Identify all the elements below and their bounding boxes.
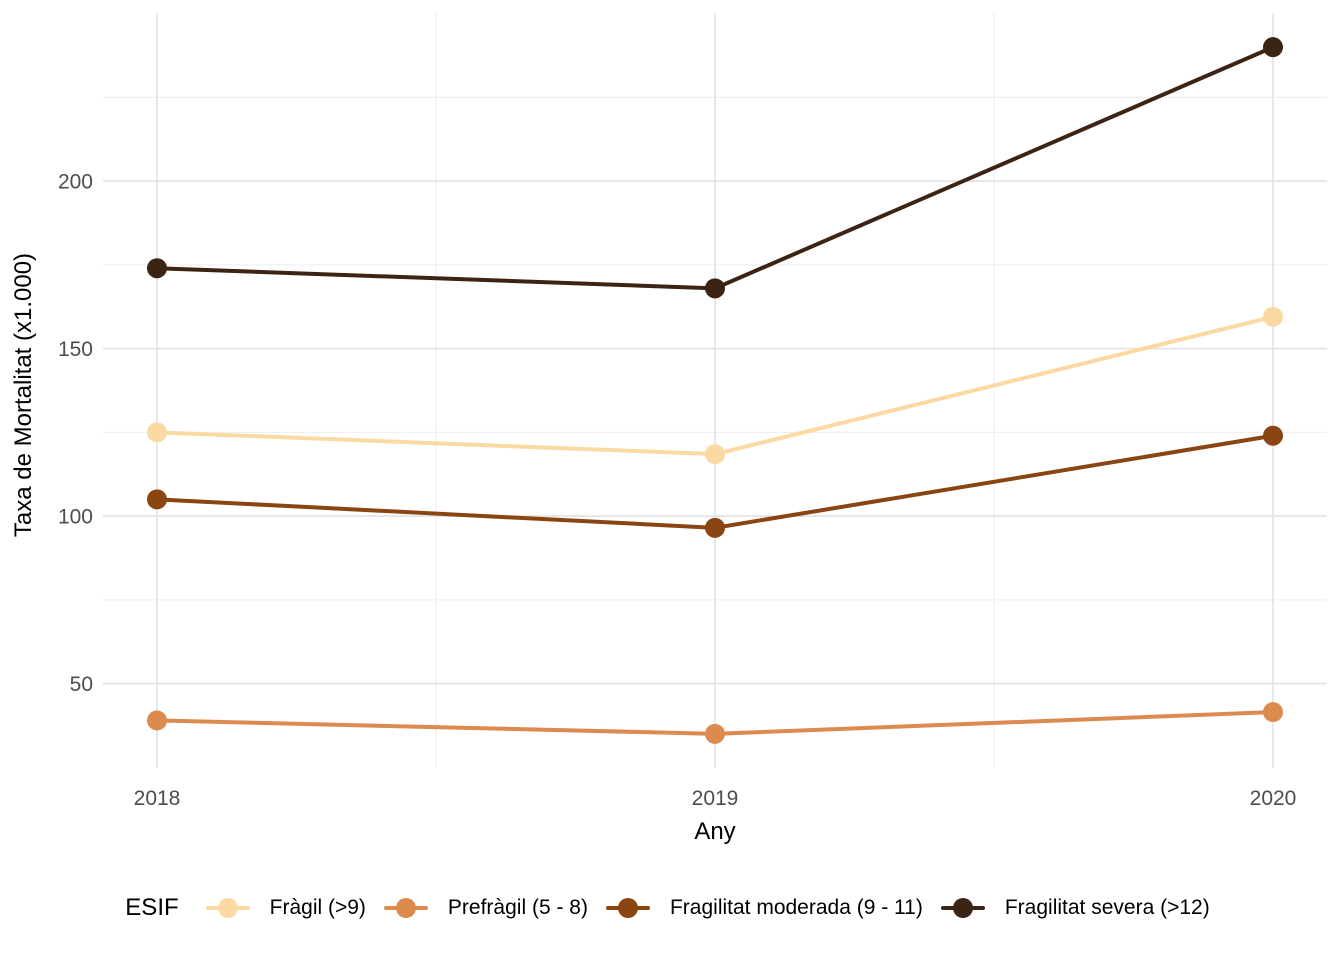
legend-dot-swatch: [217, 898, 238, 918]
plot-area: 50 100 150 200 2018 2019 2020: [58, 13, 1327, 810]
x-axis-title: Any: [694, 818, 736, 845]
chart-point: [705, 278, 725, 299]
legend-dot-swatch: [395, 898, 416, 918]
legend-label: Fragilitat moderada (9 - 11): [669, 896, 923, 919]
legend-title: ESIF: [125, 894, 179, 921]
legend: ESIF Fràgil (>9) Prefràgil (5 - 8) Fragili…: [0, 880, 1344, 936]
chart-point: [147, 489, 167, 510]
chart-point: [1263, 37, 1283, 58]
chart-point: [1263, 425, 1283, 446]
chart-point: [705, 723, 725, 744]
legend-item: Fragilitat moderada (9 - 11): [605, 896, 923, 920]
y-tick-label: 200: [58, 171, 93, 194]
x-tick-label: 2019: [692, 787, 739, 810]
y-tick-label: 150: [58, 338, 93, 361]
legend-key-icon: [605, 896, 650, 920]
chart-point: [1263, 306, 1283, 327]
legend-key-icon: [205, 896, 250, 920]
legend-dot-swatch: [617, 898, 638, 918]
x-tick-label: 2020: [1250, 787, 1297, 810]
chart-point: [147, 258, 167, 279]
y-tick-label: 50: [70, 673, 93, 696]
legend-key-icon: [383, 896, 428, 920]
y-axis-title: Taxa de Mortalitat (x1.000): [10, 252, 37, 538]
legend-key-icon: [940, 896, 985, 920]
y-tick-label: 100: [58, 506, 93, 529]
legend-item: Fragilitat severa (>12): [940, 896, 1210, 920]
chart-point: [705, 517, 725, 538]
legend-item: Fràgil (>9): [205, 896, 366, 920]
x-tick-label: 2018: [134, 787, 181, 810]
legend-label: Fràgil (>9): [269, 896, 366, 919]
chart-point: [705, 444, 725, 465]
legend-label: Prefràgil (5 - 8): [447, 896, 588, 919]
legend-dot-swatch: [952, 898, 973, 918]
legend-items: Fràgil (>9) Prefràgil (5 - 8) Fragilitat m…: [197, 896, 1219, 920]
legend-item: Prefràgil (5 - 8): [383, 896, 588, 920]
legend-label: Fragilitat severa (>12): [1004, 896, 1210, 919]
chart-point: [1263, 702, 1283, 723]
chart-point: [147, 422, 167, 443]
chart-point: [147, 710, 167, 731]
